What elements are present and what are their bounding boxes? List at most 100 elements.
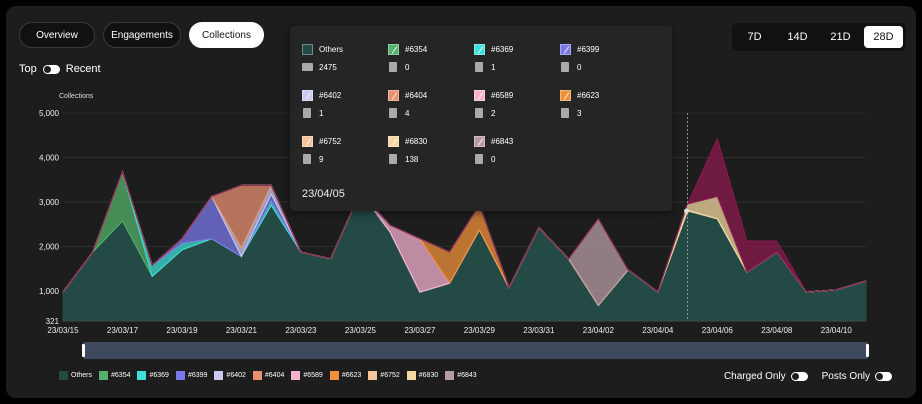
tooltip-item: #6399 0: [560, 44, 640, 82]
x-tick-label: 23/03/15: [47, 326, 79, 335]
charged-only-filter[interactable]: Charged Only: [724, 371, 808, 382]
area-series-unnamed: [62, 137, 867, 293]
legend-swatch: [406, 371, 416, 380]
tooltip-swatch: [474, 136, 485, 147]
legend-item[interactable]: Others: [59, 371, 92, 380]
tooltip-series-name: #6752: [319, 137, 342, 146]
legend-item[interactable]: #6830: [406, 371, 439, 380]
legend-swatch: [99, 371, 109, 380]
range-28d-button[interactable]: 28D: [864, 26, 903, 48]
tooltip-swatch: [302, 90, 313, 101]
legend-item[interactable]: #6752: [368, 371, 400, 380]
tooltip-item: #6369 1: [474, 44, 554, 82]
date-range-selector: 7D 14D 21D 28D: [732, 23, 906, 51]
y-tick-label: 1,000: [39, 287, 60, 296]
tab-collections[interactable]: Collections: [189, 22, 264, 48]
x-tick-label: 23/03/25: [345, 326, 377, 335]
charged-only-switch[interactable]: [790, 372, 808, 381]
legend-item[interactable]: #6402: [214, 371, 246, 380]
tooltip-item: #6830 138: [388, 136, 468, 174]
x-tick-label: 23/04/02: [583, 326, 615, 335]
tooltip-swatch: [388, 136, 399, 147]
document-icon: [475, 154, 483, 164]
tooltip-item: #6404 4: [388, 90, 468, 128]
legend-item[interactable]: #6354: [99, 371, 130, 380]
legend-item[interactable]: #6404: [252, 371, 284, 380]
legend-label: #6399: [187, 372, 208, 379]
tooltip-series-value: 0: [405, 63, 410, 72]
sort-top-label: Top: [19, 63, 37, 75]
legend-item[interactable]: #6589: [291, 371, 323, 380]
tooltip-series-value: 9: [319, 155, 324, 164]
tooltip-series-name: #6402: [319, 91, 342, 100]
tooltip-series-value: 2: [491, 109, 496, 118]
legend-swatch: [445, 371, 455, 380]
sort-switch[interactable]: [42, 64, 60, 74]
x-tick-label: 23/04/10: [821, 326, 853, 335]
y-axis-label: Collections: [59, 93, 94, 100]
tooltip-series-value: 4: [405, 109, 410, 118]
legend-swatch: [175, 371, 185, 380]
legend-label: #6369: [149, 372, 169, 379]
y-tick-label: 4,000: [39, 153, 60, 162]
legend-item[interactable]: #6623: [329, 371, 361, 380]
tooltip-date: 23/04/05: [302, 188, 345, 200]
x-tick-label: 23/03/17: [107, 326, 139, 335]
legend-swatch: [137, 371, 147, 380]
legend-label: #6843: [457, 372, 477, 379]
legend-label: #6354: [111, 372, 131, 379]
posts-only-filter[interactable]: Posts Only: [822, 371, 892, 382]
legend-label: #6402: [226, 372, 246, 379]
charged-only-label: Charged Only: [723, 371, 786, 382]
tooltip-swatch: [388, 44, 399, 55]
tooltip-swatch: [474, 90, 485, 101]
tooltip-series-value: 1: [319, 109, 324, 118]
document-icon: [561, 62, 569, 72]
legend-swatch: [291, 371, 301, 380]
document-icon: [303, 108, 311, 118]
tooltip-series-name: #6354: [405, 45, 428, 54]
legend-swatch: [252, 371, 262, 380]
legend-item[interactable]: #6843: [445, 371, 477, 380]
posts-only-switch[interactable]: [875, 372, 892, 381]
chart-tooltip: 23/04/05 Others 2475 #6354 0 #6369 1 #6399 0 #64…: [290, 26, 672, 211]
brush-handle-right[interactable]: [866, 344, 869, 357]
brush-handle-left[interactable]: [82, 344, 85, 357]
legend-label: #6830: [418, 372, 439, 379]
document-icon: [475, 62, 483, 72]
y-tick-label: 5,000: [39, 109, 60, 118]
tooltip-item: #6752 9: [302, 136, 382, 174]
legend-item[interactable]: #6399: [175, 371, 208, 380]
tab-engagements[interactable]: Engagements: [103, 22, 181, 48]
document-icon: [561, 108, 569, 118]
tooltip-swatch: [560, 90, 571, 101]
range-14d-button[interactable]: 14D: [787, 31, 808, 43]
legend-label: #6589: [303, 372, 323, 379]
image-icon: [302, 63, 313, 71]
legend-swatch: [59, 371, 68, 380]
tooltip-series-value: 0: [491, 155, 496, 164]
x-tick-label: 23/04/08: [761, 326, 793, 335]
range-21d-button[interactable]: 21D: [830, 31, 851, 43]
range-brush[interactable]: [82, 342, 869, 359]
document-icon: [475, 108, 483, 118]
tooltip-item: #6843 0: [474, 136, 554, 174]
hover-marker: [684, 208, 690, 214]
tooltip-item: Others 2475: [302, 44, 382, 82]
tab-overview[interactable]: Overview: [19, 22, 95, 48]
x-tick-label: 23/03/31: [523, 326, 555, 335]
sort-recent-label: Recent: [65, 63, 101, 75]
legend-item[interactable]: #6369: [137, 371, 169, 380]
range-7d-button[interactable]: 7D: [747, 31, 762, 43]
filter-toggles: Charged Only Posts Only: [724, 371, 892, 382]
legend-swatch: [368, 371, 378, 380]
tooltip-series-name: #6369: [491, 45, 514, 54]
tooltip-series-name: #6843: [491, 137, 514, 146]
document-icon: [389, 62, 397, 72]
tooltip-item: #6354 0: [388, 44, 468, 82]
tooltip-swatch: [302, 136, 313, 147]
y-tick-label: 2,000: [39, 242, 60, 251]
x-tick-label: 23/03/27: [404, 326, 436, 335]
tooltip-series-name: #6404: [405, 91, 428, 100]
